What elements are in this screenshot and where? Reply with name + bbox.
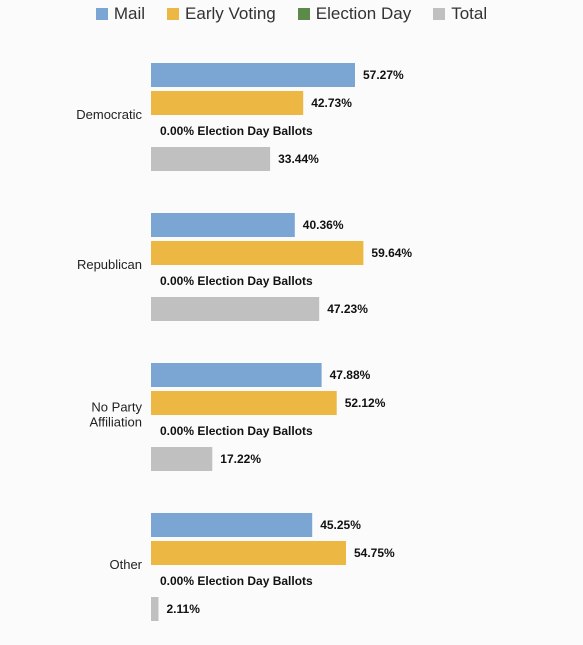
category-label-republican: Republican bbox=[77, 257, 142, 272]
bar-early-voting-other[interactable] bbox=[151, 541, 346, 565]
data-label-mail-no-party-affiliation: 47.88% bbox=[330, 368, 371, 382]
bar-total-republican[interactable] bbox=[151, 297, 320, 321]
category-label-line: Other bbox=[109, 557, 142, 572]
data-label-mail-democratic: 57.27% bbox=[363, 68, 404, 82]
bar-mail-democratic[interactable] bbox=[151, 63, 355, 87]
category-label-no-party-affiliation: No Party Affiliation bbox=[89, 400, 142, 430]
legend-label: Mail bbox=[113, 4, 146, 23]
legend-swatch bbox=[167, 8, 180, 20]
legend-item-early-voting[interactable]: Early Voting bbox=[167, 4, 276, 24]
legend-item-election-day[interactable]: Election Day bbox=[297, 4, 412, 24]
data-label-total-no-party-affiliation: 17.22% bbox=[220, 452, 261, 466]
data-label-election-day-democratic: 0.00% Election Day Ballots bbox=[160, 124, 313, 138]
legend-label: Early Voting bbox=[185, 4, 276, 23]
category-label-democratic: Democratic bbox=[76, 107, 142, 122]
data-label-early-voting-republican: 59.64% bbox=[371, 246, 412, 260]
bar-total-democratic[interactable] bbox=[151, 147, 271, 171]
data-label-early-voting-democratic: 42.73% bbox=[311, 96, 352, 110]
legend-label: Election Day bbox=[315, 4, 412, 23]
data-label-election-day-no-party-affiliation: 0.00% Election Day Ballots bbox=[160, 424, 313, 438]
legend-swatch bbox=[433, 8, 446, 20]
bar-early-voting-no-party-affiliation[interactable] bbox=[151, 391, 337, 415]
legend-swatch bbox=[297, 8, 310, 20]
category-label-line: No Party bbox=[91, 400, 142, 415]
data-label-election-day-other: 0.00% Election Day Ballots bbox=[160, 574, 313, 588]
data-label-total-republican: 47.23% bbox=[327, 302, 368, 316]
data-label-mail-other: 45.25% bbox=[320, 518, 361, 532]
category-label-line: Republican bbox=[77, 257, 142, 272]
bar-early-voting-democratic[interactable] bbox=[151, 91, 304, 115]
category-label-line: Affiliation bbox=[89, 415, 142, 430]
data-label-total-democratic: 33.44% bbox=[278, 152, 319, 166]
legend-item-total[interactable]: Total bbox=[433, 4, 487, 24]
category-label-line: Democratic bbox=[76, 107, 142, 122]
data-label-mail-republican: 40.36% bbox=[303, 218, 344, 232]
legend-item-mail[interactable]: Mail bbox=[95, 4, 146, 24]
data-label-early-voting-other: 54.75% bbox=[354, 546, 395, 560]
category-label-other: Other bbox=[109, 557, 142, 572]
chart-legend: Mail Early Voting Election Day Total bbox=[0, 3, 583, 25]
data-label-total-other: 2.11% bbox=[167, 602, 201, 616]
data-label-election-day-republican: 0.00% Election Day Ballots bbox=[160, 274, 313, 288]
legend-swatch bbox=[95, 8, 108, 20]
bar-total-no-party-affiliation[interactable] bbox=[151, 447, 213, 471]
bar-total-other[interactable] bbox=[151, 597, 159, 621]
bar-mail-other[interactable] bbox=[151, 513, 313, 537]
bar-early-voting-republican[interactable] bbox=[151, 241, 364, 265]
bar-mail-republican[interactable] bbox=[151, 213, 295, 237]
legend-label: Total bbox=[451, 4, 488, 23]
bar-mail-no-party-affiliation[interactable] bbox=[151, 363, 322, 387]
data-label-early-voting-no-party-affiliation: 52.12% bbox=[345, 396, 386, 410]
